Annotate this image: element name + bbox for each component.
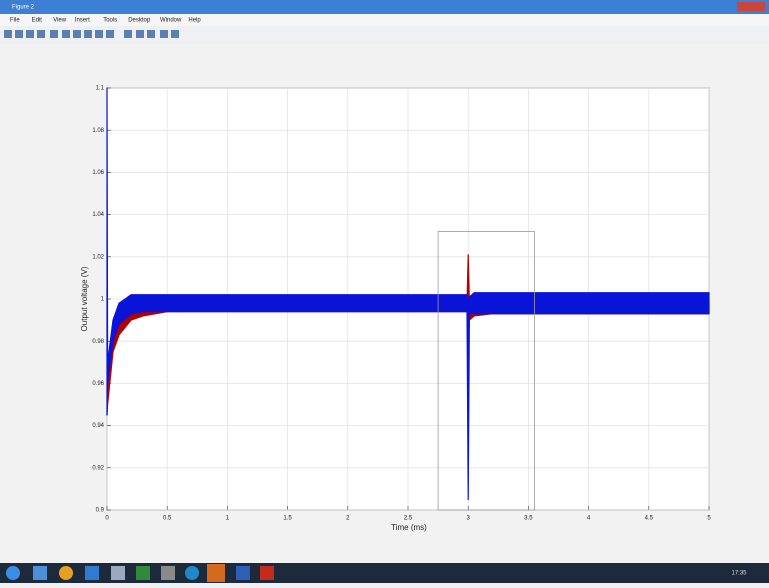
y-tick-label: 1.04 — [92, 212, 104, 218]
menu-item[interactable]: Window — [160, 18, 182, 24]
y-tick-label: 1.06 — [92, 170, 104, 176]
y-tick-label: 0.92 — [92, 465, 104, 471]
x-tick-label: 4.5 — [645, 516, 654, 522]
y-tick-label: 1.08 — [92, 128, 104, 134]
menu-item[interactable]: Tools — [103, 18, 117, 24]
page: Figure 2 File Edit View Insert Tools Desktop W… — [0, 0, 769, 583]
menu-item[interactable]: Edit — [32, 18, 43, 24]
menu-item[interactable]: Help — [188, 18, 201, 24]
y-tick-label: 0.98 — [92, 339, 104, 345]
y-tick-label: 0.9 — [96, 508, 105, 514]
x-tick-label: 2.5 — [404, 516, 413, 522]
y-axis-label: Output voltage (V) — [80, 266, 89, 331]
x-axis-label: Time (ms) — [391, 523, 427, 532]
y-tick-label: 0.96 — [92, 381, 104, 387]
y-tick-label: 0.94 — [92, 423, 104, 429]
x-tick-label: 1.5 — [283, 516, 292, 522]
menu-item[interactable]: Desktop — [128, 18, 151, 24]
y-tick-label: 1.02 — [92, 254, 104, 260]
window-title: Figure 2 — [12, 5, 35, 11]
y-tick-label: 1.1 — [96, 86, 105, 92]
toolbar-icons — [4, 30, 179, 38]
title-bar — [0, 0, 769, 14]
clock: 17:35 — [731, 571, 747, 577]
x-tick-label: 3.5 — [524, 516, 533, 522]
toolbar — [0, 26, 769, 44]
x-tick-label: 0.5 — [163, 516, 172, 522]
menu-item[interactable]: View — [53, 18, 67, 24]
figure-window: Figure 2 File Edit View Insert Tools Desktop W… — [0, 0, 769, 583]
window-close[interactable] — [737, 2, 765, 11]
menu-item[interactable]: File — [10, 18, 20, 24]
menu-item[interactable]: Insert — [75, 18, 90, 24]
